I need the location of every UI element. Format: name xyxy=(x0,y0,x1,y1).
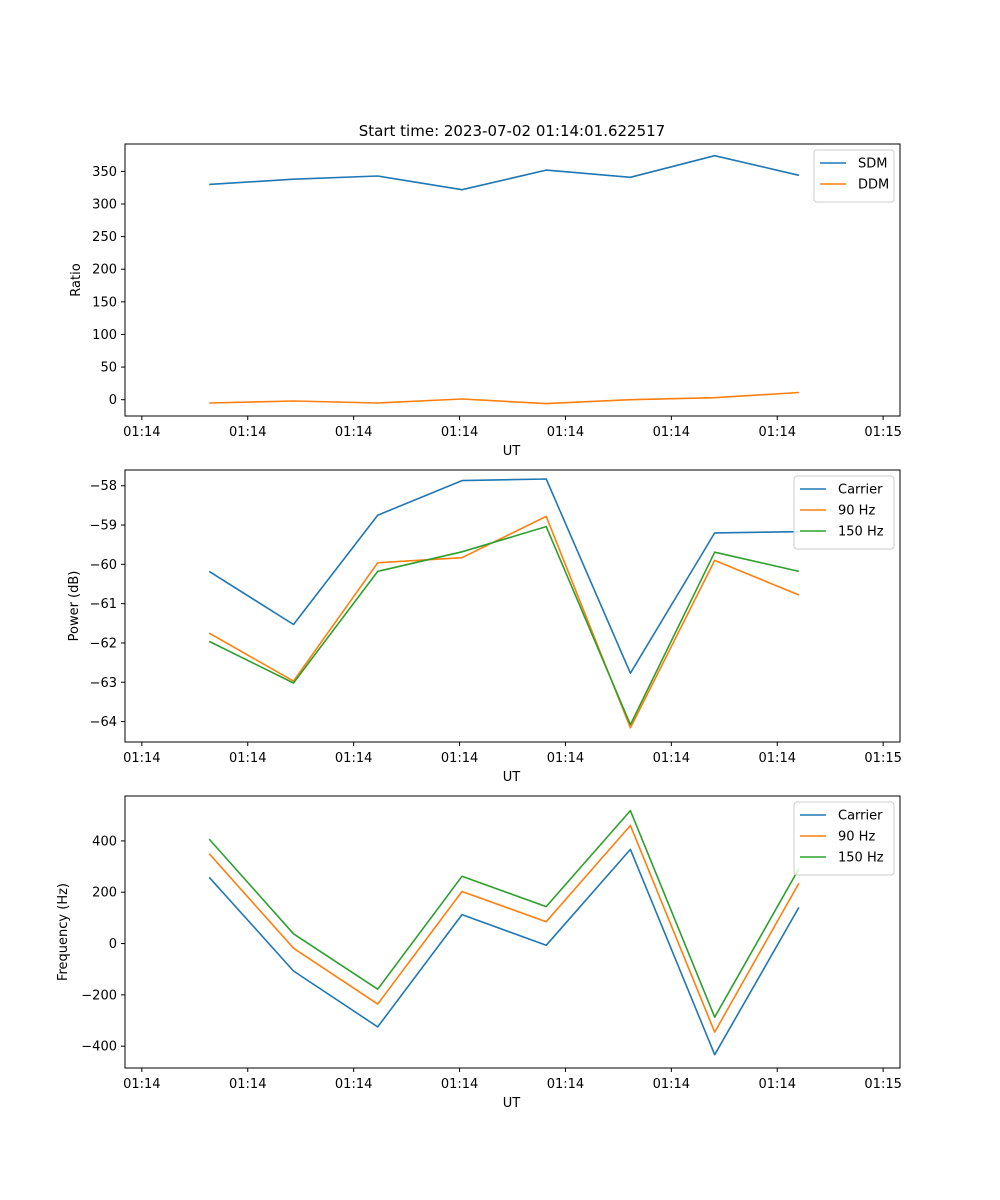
plot-frame xyxy=(124,795,901,1069)
figure-title: Start time: 2023-07-02 01:14:01.622517 xyxy=(359,122,665,140)
y-tick-label: −64 xyxy=(90,715,117,730)
x-tick-label: 01:14 xyxy=(759,1077,796,1092)
x-tick-label: 01:14 xyxy=(123,425,160,440)
series-line-ddm xyxy=(209,391,799,405)
x-tick-label: 01:15 xyxy=(864,751,901,766)
series-line-carrier xyxy=(208,848,800,1056)
x-tick-label: 01:15 xyxy=(864,1077,901,1092)
x-tick-label: 01:14 xyxy=(653,751,690,766)
y-tick-label: −200 xyxy=(81,988,117,1003)
x-tick-label: 01:14 xyxy=(653,425,690,440)
x-tick-label: 01:14 xyxy=(229,1077,266,1092)
x-tick-label: 01:14 xyxy=(547,1077,584,1092)
x-tick-label: 01:14 xyxy=(547,425,584,440)
chart-3: 01:14 01:14 01:14 01:14 01:14 01:14 01:14 01:15… xyxy=(56,795,902,1111)
y-tick-label: −58 xyxy=(90,479,117,494)
x-tick-label: 01:14 xyxy=(441,751,478,766)
y-tick-label: 0 xyxy=(109,393,117,408)
x-tick-label: 01:14 xyxy=(229,751,266,766)
x-axis-label: UT xyxy=(503,770,521,785)
x-tick-label: 01:14 xyxy=(123,1077,160,1092)
legend: Carrier 90 Hz 150 Hz xyxy=(793,475,895,550)
legend-label: 150 Hz xyxy=(838,851,884,866)
legend-label: DDM xyxy=(858,178,889,193)
y-tick-label: −63 xyxy=(90,676,117,691)
x-tick-label: 01:14 xyxy=(441,1077,478,1092)
y-tick-label: −62 xyxy=(90,636,117,651)
y-tick-label: −61 xyxy=(90,597,117,612)
x-axis-label: UT xyxy=(503,1096,521,1111)
series-line-90-hz xyxy=(208,824,800,1033)
legend-label: Carrier xyxy=(838,483,883,498)
chart-1: 01:14 01:14 01:14 01:14 01:14 01:14 01:14 01:15… xyxy=(69,143,902,459)
y-tick-label: 350 xyxy=(92,165,117,180)
chart-2: 01:14 01:14 01:14 01:14 01:14 01:14 01:14 01:15… xyxy=(67,469,902,785)
series-line-sdm xyxy=(209,154,800,191)
x-tick-label: 01:14 xyxy=(123,751,160,766)
plot-frame xyxy=(124,469,901,743)
legend-label: 90 Hz xyxy=(838,504,875,519)
y-axis-label: Power (dB) xyxy=(67,571,82,642)
y-tick-label: 0 xyxy=(109,937,117,952)
legend: Carrier 90 Hz 150 Hz xyxy=(793,801,895,876)
y-tick-label: 150 xyxy=(92,295,117,310)
series-line-150-hz xyxy=(208,809,800,1019)
y-tick-label: 100 xyxy=(92,328,117,343)
y-axis-label: Frequency (Hz) xyxy=(56,883,71,981)
x-tick-label: 01:14 xyxy=(759,751,796,766)
x-tick-label: 01:14 xyxy=(441,425,478,440)
series-line-90-hz xyxy=(208,515,800,729)
series-line-carrier xyxy=(208,478,799,675)
x-tick-label: 01:14 xyxy=(335,1077,372,1092)
x-tick-label: 01:15 xyxy=(864,425,901,440)
y-axis-label: Ratio xyxy=(69,263,84,296)
x-tick-label: 01:14 xyxy=(547,751,584,766)
y-tick-label: 300 xyxy=(92,198,117,213)
series-line-150-hz xyxy=(208,525,800,726)
legend-label: SDM xyxy=(858,157,887,172)
x-tick-label: 01:14 xyxy=(653,1077,690,1092)
x-tick-label: 01:14 xyxy=(229,425,266,440)
x-tick-label: 01:14 xyxy=(335,425,372,440)
y-tick-label: 400 xyxy=(92,834,117,849)
x-tick-label: 01:14 xyxy=(759,425,796,440)
legend-label: 90 Hz xyxy=(838,830,875,845)
y-tick-label: 200 xyxy=(92,263,117,278)
legend-label: Carrier xyxy=(838,809,883,824)
y-tick-label: 200 xyxy=(92,886,117,901)
y-tick-label: 50 xyxy=(100,361,117,376)
y-tick-label: −400 xyxy=(81,1040,117,1055)
legend: SDM DDM xyxy=(813,149,895,203)
y-tick-label: 250 xyxy=(92,230,117,245)
y-tick-label: −59 xyxy=(90,519,117,534)
plot-frame xyxy=(124,143,901,417)
legend-label: 150 Hz xyxy=(838,525,884,540)
x-tick-label: 01:14 xyxy=(335,751,372,766)
x-axis-label: UT xyxy=(503,444,521,459)
y-tick-label: −60 xyxy=(90,558,117,573)
